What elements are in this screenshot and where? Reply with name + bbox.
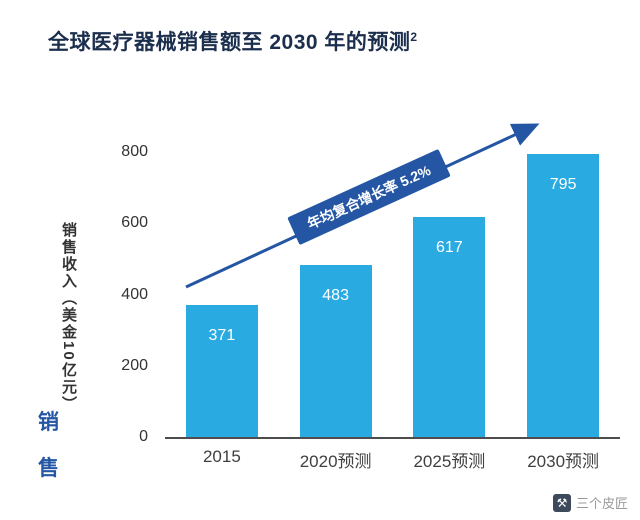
bar-slot-2030: 795 [506, 152, 620, 437]
bar-2030: 795 [527, 153, 600, 437]
edge-watermark: 销 售 [38, 406, 59, 482]
bar-slot-2020: 483 [279, 152, 393, 437]
page-title-superscript: 2 [410, 30, 418, 44]
x-label-2030: 2030预测 [527, 452, 600, 471]
bar-2015: 371 [185, 304, 258, 437]
bar-value-2030: 795 [549, 175, 577, 193]
x-label-2025: 2025预测 [413, 452, 486, 471]
x-axis-labels: 2015 2020预测 2025预测 2030预测 [165, 447, 620, 472]
y-tick-600: 600 [121, 214, 148, 232]
y-tick-800: 800 [121, 143, 148, 160]
edge-watermark-char-2: 售 [38, 457, 59, 480]
watermark-logo-icon: ⚒ [552, 493, 571, 512]
bar-slot-2015: 371 [165, 152, 279, 437]
bar-value-2025: 617 [436, 239, 463, 257]
bar-value-2015: 371 [208, 326, 236, 344]
watermark-text: 三个皮匠 [575, 496, 628, 511]
y-axis-ticks: 800 600 400 200 0 [106, 143, 154, 445]
y-tick-200: 200 [121, 356, 148, 374]
bar-value-2020: 483 [322, 286, 349, 304]
watermark: ⚒ 三个皮匠 [552, 493, 628, 512]
y-tick-400: 400 [121, 285, 148, 303]
y-tick-0: 0 [139, 428, 148, 445]
x-label-2015: 2015 [202, 447, 241, 466]
page-title: 全球医疗器械销售额至 2030 年的预测2 [48, 26, 418, 56]
bar-2025: 617 [413, 217, 486, 437]
edge-watermark-char-1: 销 [38, 411, 59, 434]
page-title-text: 全球医疗器械销售额至 2030 年的预测 [48, 31, 411, 54]
y-axis-label: 销售收入（美金10亿元） [60, 222, 77, 413]
bar-2020: 483 [299, 264, 372, 437]
x-label-2020: 2020预测 [299, 452, 372, 471]
